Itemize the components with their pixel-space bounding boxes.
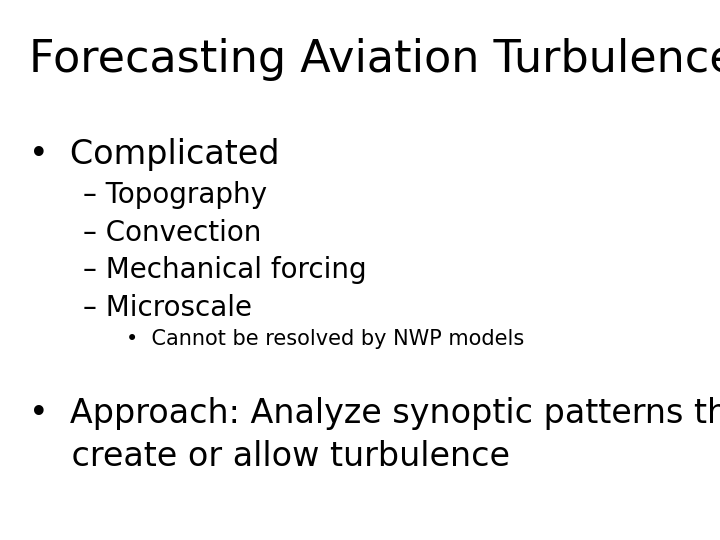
Text: •  Complicated: • Complicated	[29, 138, 279, 171]
Text: •  Approach: Analyze synoptic patterns that
    create or allow turbulence: • Approach: Analyze synoptic patterns th…	[29, 397, 720, 473]
Text: •  Cannot be resolved by NWP models: • Cannot be resolved by NWP models	[126, 329, 524, 349]
Text: – Convection: – Convection	[83, 219, 261, 247]
Text: – Topography: – Topography	[83, 181, 267, 209]
Text: Forecasting Aviation Turbulence: Forecasting Aviation Turbulence	[29, 38, 720, 81]
Text: – Mechanical forcing: – Mechanical forcing	[83, 256, 366, 285]
Text: – Microscale: – Microscale	[83, 294, 252, 322]
